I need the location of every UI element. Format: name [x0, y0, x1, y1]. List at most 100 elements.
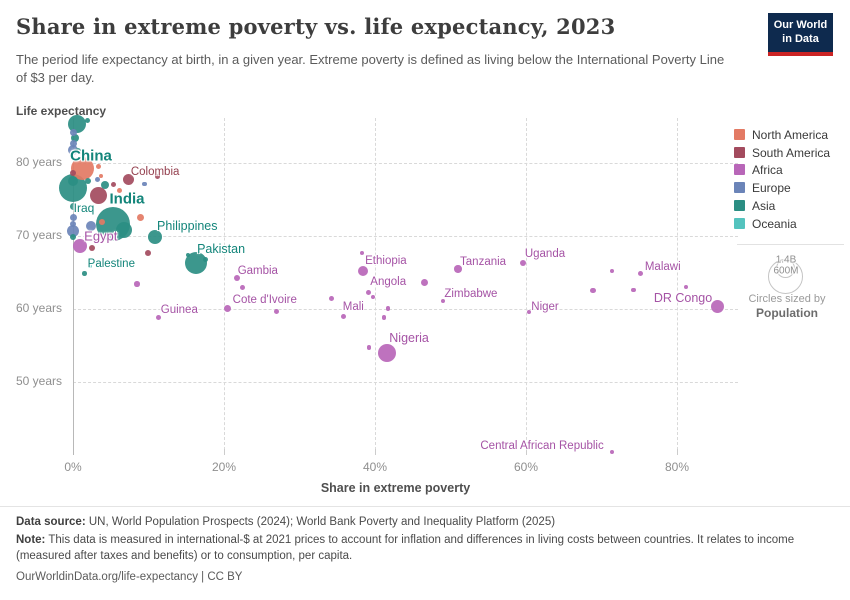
country-label: Central African Republic	[480, 440, 604, 453]
owid-url-link[interactable]: OurWorldinData.org/life-expectancy | CC …	[16, 571, 243, 583]
data-point[interactable]	[69, 128, 77, 136]
data-point-dr-congo[interactable]	[710, 300, 724, 314]
data-point[interactable]	[385, 305, 391, 311]
data-point[interactable]	[137, 214, 145, 222]
data-point[interactable]	[609, 268, 615, 274]
data-point[interactable]	[68, 176, 78, 187]
data-point[interactable]	[203, 256, 209, 262]
owid-logo-line1: Our World	[773, 19, 828, 31]
data-point[interactable]	[240, 285, 246, 291]
h-gridline-80	[73, 163, 738, 164]
legend-item-north-america[interactable]: North America	[733, 128, 850, 142]
country-label: Zimbabwe	[444, 287, 498, 300]
data-point-niger[interactable]	[526, 309, 532, 315]
data-point-philippines[interactable]	[148, 229, 163, 244]
data-point[interactable]	[96, 164, 102, 170]
data-point[interactable]	[683, 284, 689, 290]
data-point[interactable]	[155, 174, 161, 180]
country-label: China	[70, 147, 112, 165]
data-point[interactable]	[98, 174, 103, 179]
data-point[interactable]	[110, 182, 116, 188]
legend-item-south-america[interactable]: South America	[733, 146, 850, 160]
data-point[interactable]	[86, 220, 97, 231]
data-point-cote-d-ivoire[interactable]	[224, 304, 232, 312]
data-point[interactable]	[185, 252, 190, 257]
data-point-palestine[interactable]	[82, 270, 87, 276]
data-point[interactable]	[421, 279, 429, 287]
legend-swatch-af	[734, 164, 745, 176]
data-point[interactable]	[100, 180, 109, 189]
data-point-zimbabwe[interactable]	[440, 298, 445, 303]
country-label: Ethiopia	[365, 255, 407, 268]
v-gridline-60	[526, 118, 527, 455]
data-point[interactable]	[630, 287, 636, 293]
data-point[interactable]	[88, 244, 95, 251]
data-point[interactable]	[381, 315, 387, 321]
data-point-egypt[interactable]	[72, 239, 87, 254]
y-axis-line	[73, 118, 74, 455]
data-point[interactable]	[142, 181, 148, 187]
data-point[interactable]	[75, 148, 82, 155]
data-point-tanzania[interactable]	[454, 265, 462, 273]
data-point[interactable]	[116, 222, 133, 239]
data-point-mali[interactable]	[340, 313, 346, 319]
x-tick-label: 40%	[362, 460, 388, 474]
legend-item-asia[interactable]: Asia	[733, 199, 850, 213]
data-point[interactable]	[70, 233, 76, 240]
h-gridline-50	[73, 382, 738, 383]
data-point[interactable]	[90, 187, 108, 205]
data-point[interactable]	[68, 144, 78, 155]
legend-item-africa[interactable]: Africa	[733, 163, 850, 177]
data-point-central-african-republic[interactable]	[609, 449, 615, 455]
data-point-iraq[interactable]	[69, 203, 77, 211]
data-point[interactable]	[117, 188, 123, 194]
x-tick-mark	[375, 449, 376, 455]
data-point[interactable]	[328, 296, 334, 302]
v-gridline-40	[375, 118, 376, 455]
legend-item-oceania[interactable]: Oceania	[733, 217, 850, 231]
data-point[interactable]	[67, 115, 86, 134]
data-point-guinea[interactable]	[155, 314, 161, 320]
data-point-gambia[interactable]	[233, 275, 240, 282]
x-axis-title: Share in extreme poverty	[320, 481, 471, 495]
country-label: Cote d'Ivoire	[232, 294, 297, 307]
owid-logo[interactable]: Our World in Data	[768, 13, 833, 56]
size-legend-caption: Circles sized by	[748, 293, 826, 305]
data-point[interactable]	[134, 281, 140, 287]
note-line: Note: This data is measured in internati…	[16, 533, 834, 564]
data-point[interactable]	[366, 345, 372, 350]
data-point[interactable]	[94, 176, 100, 182]
data-point[interactable]	[85, 178, 92, 185]
data-point[interactable]	[69, 139, 77, 147]
data-point-malawi[interactable]	[638, 270, 644, 276]
data-point[interactable]	[370, 295, 375, 300]
v-gridline-80	[677, 118, 678, 455]
data-source-line: Data source: UN, World Population Prospe…	[16, 515, 834, 531]
data-point[interactable]	[88, 263, 93, 268]
data-point[interactable]	[360, 250, 365, 255]
data-point[interactable]	[69, 213, 77, 221]
data-point[interactable]	[70, 221, 76, 228]
y-tick-label: 80 years	[16, 155, 63, 169]
legend-item-europe[interactable]: Europe	[733, 181, 850, 195]
data-point[interactable]	[144, 249, 151, 256]
data-point-pakistan[interactable]	[185, 252, 208, 274]
data-point-colombia[interactable]	[122, 174, 134, 186]
data-point[interactable]	[70, 156, 94, 180]
data-point[interactable]	[84, 118, 90, 124]
data-point[interactable]	[71, 134, 80, 143]
data-point[interactable]	[70, 170, 76, 177]
data-source-text: UN, World Population Prospects (2024); W…	[85, 516, 556, 528]
country-label: India	[109, 190, 145, 208]
x-tick-mark	[677, 449, 678, 455]
country-label: Pakistan	[197, 242, 246, 256]
data-point-uganda[interactable]	[519, 260, 526, 266]
legend-swatch-eu	[734, 182, 745, 194]
data-point[interactable]	[590, 288, 596, 294]
y-tick-label: 60 years	[16, 301, 63, 315]
data-point[interactable]	[98, 219, 105, 226]
data-point-ethiopia[interactable]	[357, 266, 368, 277]
data-point-nigeria[interactable]	[378, 343, 397, 362]
data-point[interactable]	[274, 308, 280, 314]
data-point-angola[interactable]	[365, 289, 371, 295]
